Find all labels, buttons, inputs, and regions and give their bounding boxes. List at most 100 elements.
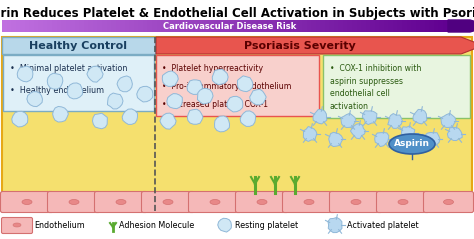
Bar: [288, 20, 293, 32]
Bar: [356, 20, 362, 32]
Polygon shape: [227, 96, 243, 112]
Polygon shape: [413, 109, 427, 124]
Polygon shape: [47, 73, 63, 89]
Bar: [411, 20, 416, 32]
Polygon shape: [160, 113, 176, 129]
FancyBboxPatch shape: [94, 191, 147, 212]
Bar: [261, 20, 266, 32]
Polygon shape: [218, 218, 231, 232]
Text: •  Platelet hyperreactivity: • Platelet hyperreactivity: [162, 64, 263, 73]
Bar: [29, 20, 34, 32]
Polygon shape: [198, 88, 213, 104]
Bar: [207, 20, 211, 32]
Polygon shape: [388, 114, 402, 128]
FancyBboxPatch shape: [1, 217, 33, 234]
Bar: [211, 20, 216, 32]
Polygon shape: [187, 80, 202, 94]
Bar: [384, 20, 389, 32]
FancyBboxPatch shape: [323, 54, 471, 118]
Polygon shape: [122, 109, 137, 125]
FancyArrow shape: [448, 20, 474, 32]
Bar: [175, 20, 180, 32]
Bar: [7, 20, 11, 32]
Bar: [252, 20, 257, 32]
Bar: [93, 20, 98, 32]
Polygon shape: [92, 113, 107, 129]
Polygon shape: [187, 109, 203, 124]
Ellipse shape: [398, 200, 408, 205]
Ellipse shape: [69, 200, 79, 205]
Bar: [365, 20, 371, 32]
Polygon shape: [137, 86, 153, 102]
Bar: [52, 20, 57, 32]
Ellipse shape: [116, 200, 126, 205]
Text: •  Minimal platelet activation: • Minimal platelet activation: [10, 64, 128, 73]
Bar: [302, 20, 307, 32]
Bar: [193, 20, 198, 32]
Bar: [325, 20, 330, 32]
Ellipse shape: [304, 200, 314, 205]
Bar: [420, 20, 425, 32]
Bar: [120, 20, 125, 32]
Bar: [370, 20, 375, 32]
Bar: [65, 20, 71, 32]
Bar: [279, 20, 284, 32]
Bar: [393, 20, 398, 32]
Bar: [125, 20, 130, 32]
Polygon shape: [401, 126, 415, 140]
Polygon shape: [328, 217, 342, 233]
Bar: [334, 20, 339, 32]
Bar: [438, 20, 443, 32]
Bar: [434, 20, 439, 32]
Text: Healthy Control: Healthy Control: [29, 40, 127, 50]
Bar: [34, 20, 39, 32]
Bar: [220, 20, 225, 32]
Bar: [152, 20, 157, 32]
Bar: [147, 20, 153, 32]
Bar: [47, 20, 53, 32]
Text: •  Pro-inflammatory endothelium: • Pro-inflammatory endothelium: [162, 82, 292, 91]
Polygon shape: [350, 124, 365, 139]
Bar: [61, 20, 66, 32]
Bar: [202, 20, 207, 32]
Bar: [247, 20, 253, 32]
Bar: [243, 20, 248, 32]
Bar: [407, 20, 411, 32]
Bar: [25, 20, 30, 32]
FancyBboxPatch shape: [142, 191, 194, 212]
Bar: [234, 20, 239, 32]
FancyBboxPatch shape: [423, 191, 474, 212]
Bar: [443, 20, 448, 32]
Bar: [361, 20, 366, 32]
Polygon shape: [441, 113, 456, 128]
Bar: [225, 20, 230, 32]
Polygon shape: [162, 71, 178, 87]
Text: Cardiovascular Disease Risk: Cardiovascular Disease Risk: [164, 22, 297, 31]
Bar: [188, 20, 193, 32]
FancyBboxPatch shape: [0, 191, 54, 212]
FancyBboxPatch shape: [329, 191, 383, 212]
Polygon shape: [108, 93, 123, 109]
Bar: [375, 20, 380, 32]
Bar: [256, 20, 262, 32]
FancyBboxPatch shape: [189, 191, 241, 212]
Polygon shape: [250, 89, 266, 105]
Bar: [79, 20, 84, 32]
Bar: [2, 37, 155, 54]
Polygon shape: [87, 66, 103, 82]
Ellipse shape: [210, 200, 220, 205]
Bar: [129, 20, 134, 32]
Bar: [16, 20, 21, 32]
FancyBboxPatch shape: [156, 54, 319, 115]
Text: Psoriasis Severity: Psoriasis Severity: [244, 40, 356, 50]
Bar: [111, 20, 116, 32]
FancyBboxPatch shape: [47, 191, 100, 212]
Polygon shape: [313, 109, 327, 124]
Bar: [347, 20, 353, 32]
Bar: [402, 20, 407, 32]
FancyBboxPatch shape: [376, 191, 429, 212]
Polygon shape: [374, 133, 389, 147]
Bar: [352, 20, 357, 32]
Polygon shape: [425, 132, 440, 146]
Bar: [429, 20, 434, 32]
